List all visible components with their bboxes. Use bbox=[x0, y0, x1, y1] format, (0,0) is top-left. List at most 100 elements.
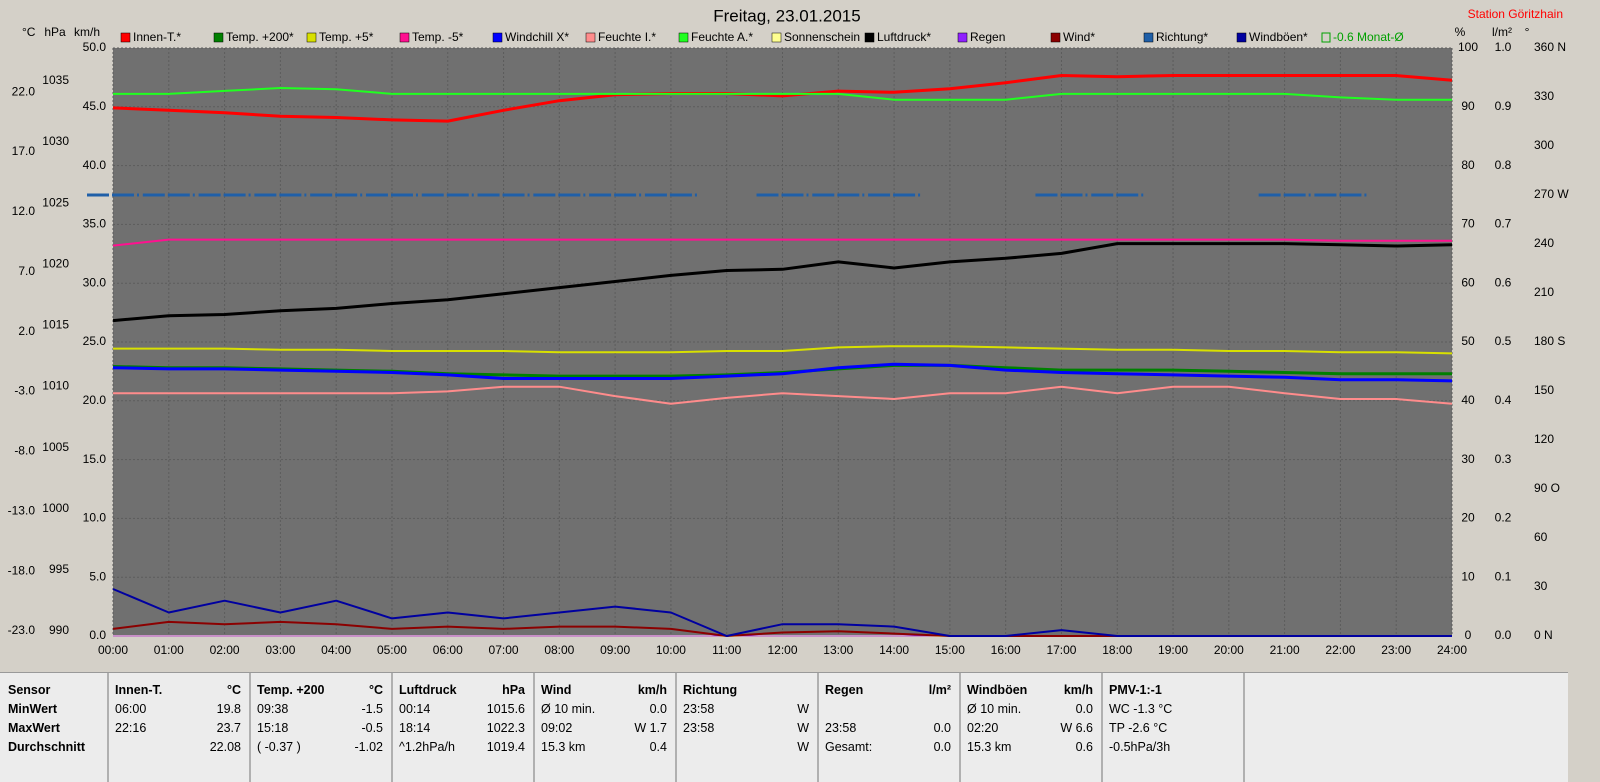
legend-label: Luftdruck* bbox=[877, 30, 931, 44]
header-text: Regen bbox=[825, 683, 864, 697]
cell: W 6.6 bbox=[1060, 721, 1093, 735]
cell: 15.3 km bbox=[541, 740, 586, 754]
series-line bbox=[112, 238, 1452, 247]
cell: 23:58 bbox=[825, 721, 857, 735]
header-unit: l/m² bbox=[928, 683, 951, 697]
legend-label: -0.6 Monat-Ø bbox=[1333, 30, 1404, 44]
cell: 19.8 bbox=[216, 702, 241, 716]
table-row: 09:02 W 1.7 bbox=[533, 719, 675, 738]
header-text: Richtung bbox=[683, 683, 738, 697]
cell: 00:14 bbox=[399, 702, 431, 716]
cell: MaxWert bbox=[8, 721, 60, 735]
cell: 06:00 bbox=[115, 702, 147, 716]
table-row: W bbox=[675, 738, 817, 757]
table-row: 02:20 W 6.6 bbox=[959, 719, 1101, 738]
y-tick-label: 0.0 bbox=[89, 628, 106, 642]
table-row: ( -0.37 ) -1.02 bbox=[249, 738, 391, 757]
x-tick-label: 00:00 bbox=[98, 643, 128, 657]
y-tick-label: 30 bbox=[1534, 579, 1548, 593]
y-tick-label: 1035 bbox=[42, 73, 69, 87]
table-row: 22.08 bbox=[107, 738, 249, 757]
table-row: 06:00 19.8 bbox=[107, 700, 249, 719]
x-tick-label: 01:00 bbox=[154, 643, 184, 657]
cell: 0.4 bbox=[649, 740, 667, 754]
table-header: Luftdruck hPa bbox=[391, 681, 533, 700]
x-tick-label: 10:00 bbox=[656, 643, 686, 657]
table-row: ^1.2hPa/h 1019.4 bbox=[391, 738, 533, 757]
y-tick-label: -13.0 bbox=[8, 503, 36, 517]
y-tick-label: 0.3 bbox=[1495, 452, 1512, 466]
cell: 1019.4 bbox=[486, 740, 525, 754]
y-tick-label: 60 bbox=[1534, 530, 1548, 544]
table-column: Wind km/h Ø 10 min. 0.0 09:02 W 1.7 15.3 km 0.4 bbox=[533, 673, 677, 782]
legend-label: Windchill X* bbox=[505, 30, 569, 44]
legend-label: Wind* bbox=[1063, 30, 1095, 44]
table-column: Luftdruck hPa 00:14 1015.6 18:14 1022.3 ^1.2hP… bbox=[391, 673, 535, 782]
y-tick-label: -8.0 bbox=[14, 444, 35, 458]
y-tick-label: 2.0 bbox=[18, 324, 35, 338]
axis-label: °C bbox=[22, 25, 36, 39]
table-row: Gesamt: 0.0 bbox=[817, 738, 959, 757]
y-tick-label: 12.0 bbox=[12, 204, 36, 218]
legend-swatch bbox=[864, 32, 875, 43]
legend-swatch bbox=[1143, 32, 1154, 43]
table-header: Temp. +200 °C bbox=[249, 681, 391, 700]
x-tick-label: 07:00 bbox=[489, 643, 519, 657]
cell: -0.5 bbox=[361, 721, 383, 735]
table-row: 15.3 km 0.4 bbox=[533, 738, 675, 757]
header-text: Sensor bbox=[8, 683, 51, 697]
table-row: Ø 10 min. 0.0 bbox=[959, 700, 1101, 719]
x-tick-label: 21:00 bbox=[1270, 643, 1300, 657]
y-tick-label: 0 N bbox=[1534, 628, 1553, 642]
y-tick-label: 1020 bbox=[42, 256, 69, 270]
y-tick-label: 210 bbox=[1534, 285, 1554, 299]
cell: 23.7 bbox=[216, 721, 241, 735]
y-tick-label: 1.0 bbox=[1495, 40, 1512, 54]
y-tick-label: 17.0 bbox=[12, 144, 36, 158]
header-text: Innen-T. bbox=[115, 683, 163, 697]
series-line bbox=[112, 362, 1453, 383]
table-column: PMV-1:-1 WC -1.3 °C TP -2.6 °C -0.5hPa/3h bbox=[1101, 673, 1245, 782]
legend-swatch bbox=[213, 32, 224, 43]
x-tick-label: 18:00 bbox=[1102, 643, 1132, 657]
cell: -1.5 bbox=[361, 702, 383, 716]
axis-label: l/m² bbox=[1492, 25, 1512, 39]
table-row: 15:18 -0.5 bbox=[249, 719, 391, 738]
x-tick-label: 06:00 bbox=[433, 643, 463, 657]
table-row bbox=[817, 700, 959, 719]
header-text: Temp. +200 bbox=[257, 683, 325, 697]
table-row: TP -2.6 °C bbox=[1101, 719, 1243, 738]
legend-swatch bbox=[771, 32, 782, 43]
y-tick-label: 15.0 bbox=[83, 452, 107, 466]
series-line bbox=[112, 588, 1452, 637]
x-tick-label: 09:00 bbox=[600, 643, 630, 657]
y-tick-label: 30.0 bbox=[83, 275, 107, 289]
table-row: MaxWert bbox=[0, 719, 107, 738]
y-tick-label: 10 bbox=[1461, 569, 1475, 583]
x-tick-label: 19:00 bbox=[1158, 643, 1188, 657]
y-tick-label: 240 bbox=[1534, 236, 1554, 250]
legend-swatch bbox=[585, 32, 596, 43]
y-tick-label: 30 bbox=[1461, 452, 1475, 466]
table-row: Ø 10 min. 0.0 bbox=[533, 700, 675, 719]
y-tick-label: 90 O bbox=[1534, 481, 1560, 495]
x-tick-label: 05:00 bbox=[377, 643, 407, 657]
y-tick-label: 180 S bbox=[1534, 334, 1565, 348]
cell: 15.3 km bbox=[967, 740, 1012, 754]
legend-label: Innen-T.* bbox=[133, 30, 181, 44]
header-text: Windböen bbox=[967, 683, 1028, 697]
header-unit: hPa bbox=[502, 683, 525, 697]
y-tick-label: 60 bbox=[1461, 275, 1475, 289]
y-tick-label: 995 bbox=[49, 562, 69, 576]
table-row: 23:58 W bbox=[675, 719, 817, 738]
y-tick-label: 1030 bbox=[42, 134, 69, 148]
cell: TP -2.6 °C bbox=[1109, 721, 1168, 735]
y-tick-label: 10.0 bbox=[83, 511, 107, 525]
y-tick-label: 100 bbox=[1458, 40, 1478, 54]
y-tick-label: -3.0 bbox=[14, 384, 35, 398]
cell: -0.5hPa/3h bbox=[1109, 740, 1171, 754]
cell: ( -0.37 ) bbox=[257, 740, 301, 754]
table-row: WC -1.3 °C bbox=[1101, 700, 1243, 719]
cell: 22.08 bbox=[209, 740, 241, 754]
cell: Gesamt: bbox=[825, 740, 873, 754]
